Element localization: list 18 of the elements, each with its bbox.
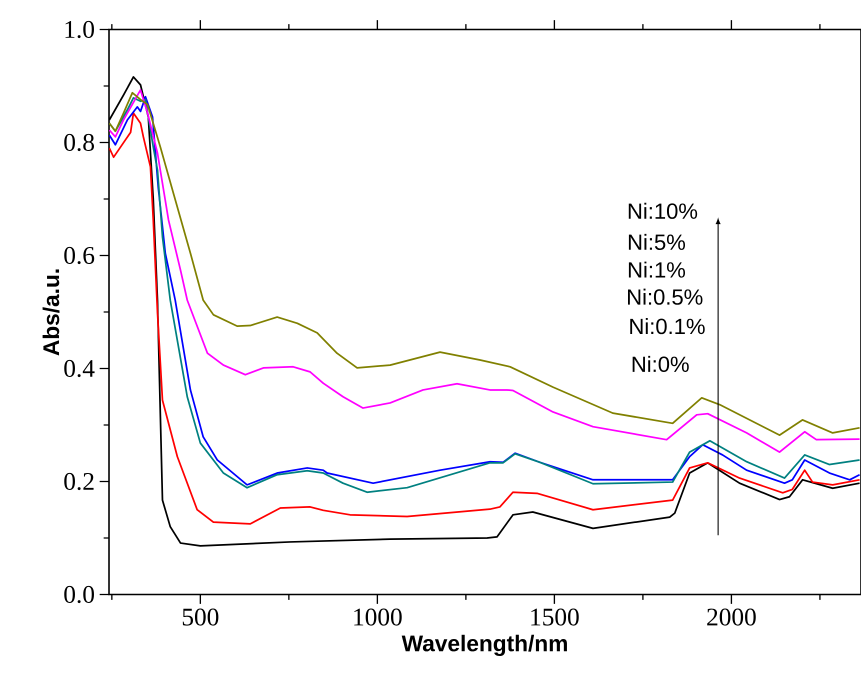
annotation: Ni:1%	[628, 262, 686, 278]
x-tick-label: 2000	[707, 608, 756, 626]
annotation: Ni:0.1%	[630, 318, 705, 334]
annotation: Ni:5%	[628, 234, 686, 250]
y-tick-label: 0.6	[64, 246, 94, 264]
y-tick-label: 0.0	[64, 586, 94, 604]
annotation: Ni:10%	[628, 202, 698, 219]
y-tick-label: 1.0	[66, 20, 94, 38]
y-tick-label: 0.8	[64, 134, 94, 152]
x-tick-label: 1000	[354, 608, 402, 626]
x-axis-title: Wavelength/nm	[402, 634, 567, 656]
x-tick-label: 500	[182, 608, 218, 626]
x-tick-label: 1500	[531, 608, 579, 626]
y-tick-label: 0.4	[64, 360, 95, 378]
y-tick-label: 0.2	[64, 472, 94, 490]
y-axis-title: Abs/a.u.	[42, 269, 60, 356]
annotation: Ni:0%	[632, 356, 689, 372]
annotation: Ni:0.5%	[628, 288, 702, 305]
